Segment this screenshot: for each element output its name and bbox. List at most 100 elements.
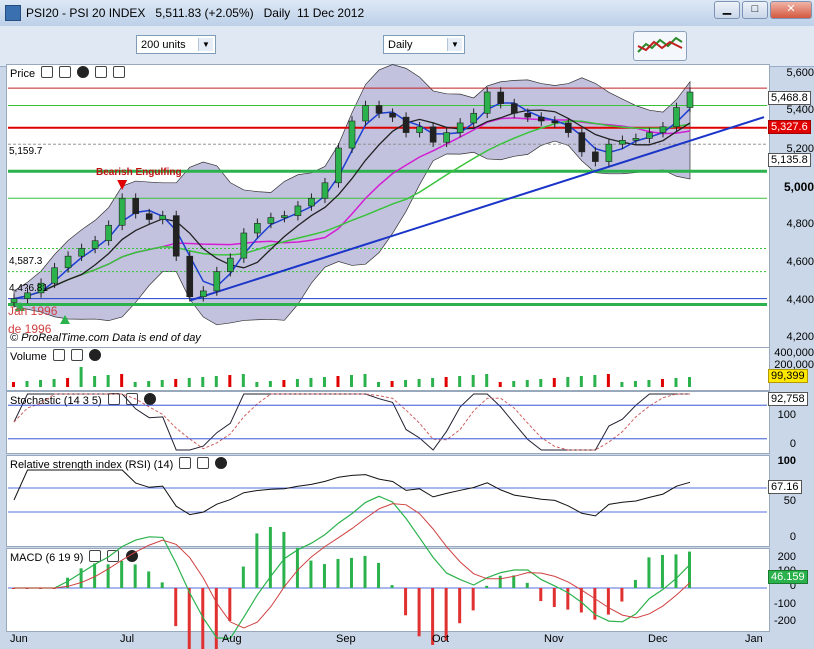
units-select[interactable]: 200 units ▼ [136,35,216,54]
candle-body [227,257,234,272]
candle-body [443,132,450,143]
volume-bar [25,381,29,387]
candle-body [10,298,18,303]
candle-body [551,120,559,124]
pattern-label: Bearish Engulfing [96,167,182,178]
y-tick: 50 [783,495,796,507]
macd-histogram-bar [93,563,97,588]
candle-body [483,91,491,114]
volume-bar [52,379,56,387]
minimize-button[interactable]: ▁ [714,1,740,19]
candle-body [321,182,329,199]
candle-body [186,255,194,298]
macd-histogram-bar [322,564,326,588]
window-icon[interactable] [107,550,120,562]
macd-histogram-bar [120,560,124,588]
price-tag-red: 5,327.6 [768,120,811,134]
rsi-y-axis: 100 50 0 [770,455,796,545]
wrench-icon[interactable] [179,457,192,469]
volume-bar [363,374,367,387]
volume-bar [241,374,245,387]
volume-bar [160,380,164,387]
macd-line [14,495,691,640]
close-icon[interactable] [215,457,228,469]
macd-histogram-bar [444,588,448,641]
candle-body [213,271,221,292]
close-icon[interactable] [77,66,90,78]
macd-histogram-bar [485,585,489,588]
y-tick: 5,400 [786,104,814,116]
macd-histogram-bar [512,575,516,588]
macd-histogram-bar [268,526,272,588]
volume-bar [539,379,543,387]
macd-histogram-bar [458,588,462,624]
move-up-icon[interactable] [95,66,108,78]
chevron-down-icon: ▼ [198,38,213,51]
candle-body [51,267,58,284]
volume-bar [322,377,326,387]
volume-bar [147,381,151,387]
x-tick: Dec [648,633,668,645]
close-icon[interactable] [143,393,156,405]
wrench-icon[interactable] [52,349,65,361]
candle-body [578,132,586,153]
volume-bar [498,382,502,387]
candle-body [537,116,545,122]
macd-histogram-bar [431,588,435,645]
y-tick: 0 [789,438,796,450]
macd-histogram-bar [404,588,408,616]
window-icon[interactable] [197,457,210,469]
candle-body [335,147,342,184]
chart-tools-button[interactable] [633,31,687,61]
wrench-icon[interactable] [41,66,54,78]
window-icon[interactable] [70,349,83,361]
trend-line [189,116,765,302]
macd-histogram-bar [79,568,83,588]
timeframe-select[interactable]: Daily ▼ [383,35,465,54]
macd-histogram-bar [620,588,624,602]
candle-body [308,197,315,207]
candle-body [24,292,31,299]
volume-bar [201,377,205,387]
stochastic-tag: 92,758 [768,392,808,406]
macd-histogram-bar [255,533,259,588]
volume-bar [417,379,421,387]
volume-panel-title: Volume [10,349,101,363]
candle-body [659,126,667,133]
candle-body [375,105,383,114]
candle-body [91,240,99,249]
macd-histogram-bar [660,554,664,588]
macd-histogram-bar [214,588,218,649]
candle-body [402,116,410,133]
copyright-footer: © ProRealTime.com Data is end of day [10,332,201,344]
y-tick: -200 [773,615,796,627]
move-down-icon[interactable] [113,66,126,78]
price-panel-title: Price [10,66,126,80]
close-button[interactable]: ✕ [770,1,812,19]
y-tick: 400,000 [774,347,814,359]
y-tick: 5,200 [786,143,814,155]
candle-body [632,138,640,141]
volume-bar [336,376,340,387]
macd-histogram-bar [66,577,70,588]
volume-bar [552,378,556,387]
wrench-icon[interactable] [89,550,102,562]
close-icon[interactable] [88,349,101,361]
macd-panel[interactable]: MACD (6 19 9) [6,548,770,632]
title-bar: PSI20 - PSI 20 INDEX 5,511.83 (+2.05%) D… [0,0,814,27]
candle-body [362,105,369,122]
candle-body [348,120,356,149]
volume-bar [174,379,178,387]
volume-panel[interactable]: Volume [6,347,770,391]
volume-bar [390,381,394,387]
window-icon[interactable] [59,66,72,78]
app-icon [5,5,21,21]
candle-body [118,197,126,226]
y-tick: 100 [777,455,796,467]
maximize-button[interactable]: □ [742,1,768,19]
volume-bar [620,382,624,387]
candle-body [592,151,599,162]
candle-body [619,140,626,145]
y-tick: 5,000 [783,180,814,194]
rsi-panel[interactable]: Relative strength index (RSI) (14) [6,455,770,547]
